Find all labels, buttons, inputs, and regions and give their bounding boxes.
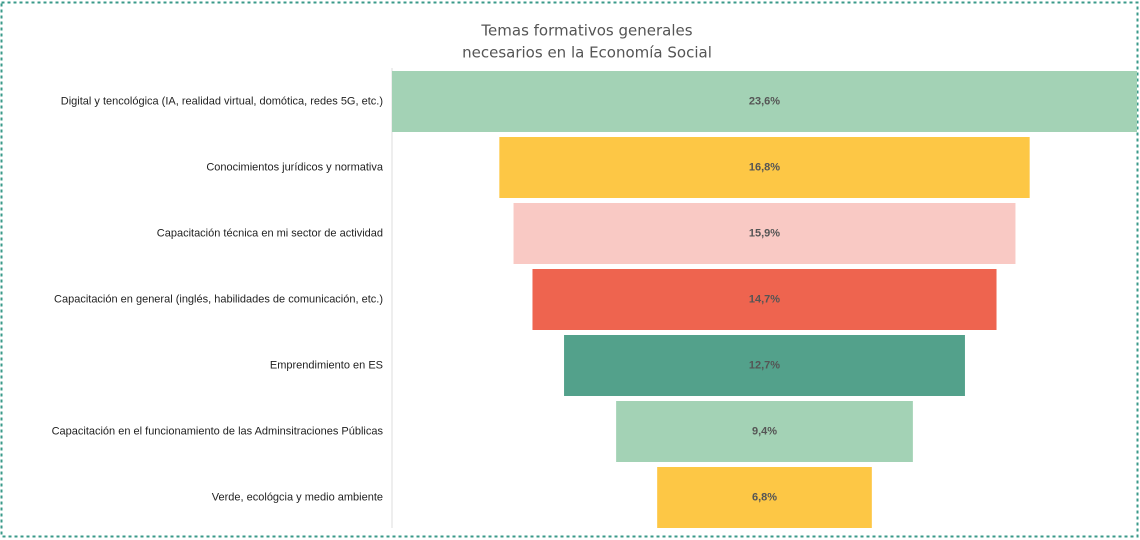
data-label: 9,4%: [752, 425, 777, 437]
data-label: 15,9%: [749, 227, 780, 239]
funnel-bar: [513, 203, 1016, 264]
funnel-bar: [499, 137, 1030, 198]
chart-title: necesarios en la Economía Social: [462, 44, 712, 62]
category-label: Capacitación en el funcionamiento de las…: [52, 425, 384, 437]
data-label: 14,7%: [749, 293, 780, 305]
funnel-bar: [657, 467, 872, 528]
category-label: Conocimientos jurídicos y normativa: [206, 161, 384, 173]
funnel-bar: [532, 269, 997, 330]
chart-title: Temas formativos generales: [480, 22, 692, 40]
data-label: 16,8%: [749, 161, 780, 173]
data-label: 6,8%: [752, 491, 777, 503]
funnel-bar: [564, 335, 965, 396]
category-label: Capacitación técnica en mi sector de act…: [157, 227, 383, 239]
category-label: Verde, ecológcia y medio ambiente: [212, 491, 383, 503]
data-label: 23,6%: [749, 95, 780, 107]
category-label: Emprendimiento en ES: [270, 359, 383, 371]
funnel-bar: [616, 401, 913, 462]
category-label: Capacitación en general (inglés, habilid…: [54, 293, 383, 305]
data-label: 12,7%: [749, 359, 780, 371]
funnel-bar: [392, 71, 1137, 132]
category-label: Digital y tencológica (IA, realidad virt…: [61, 95, 383, 107]
